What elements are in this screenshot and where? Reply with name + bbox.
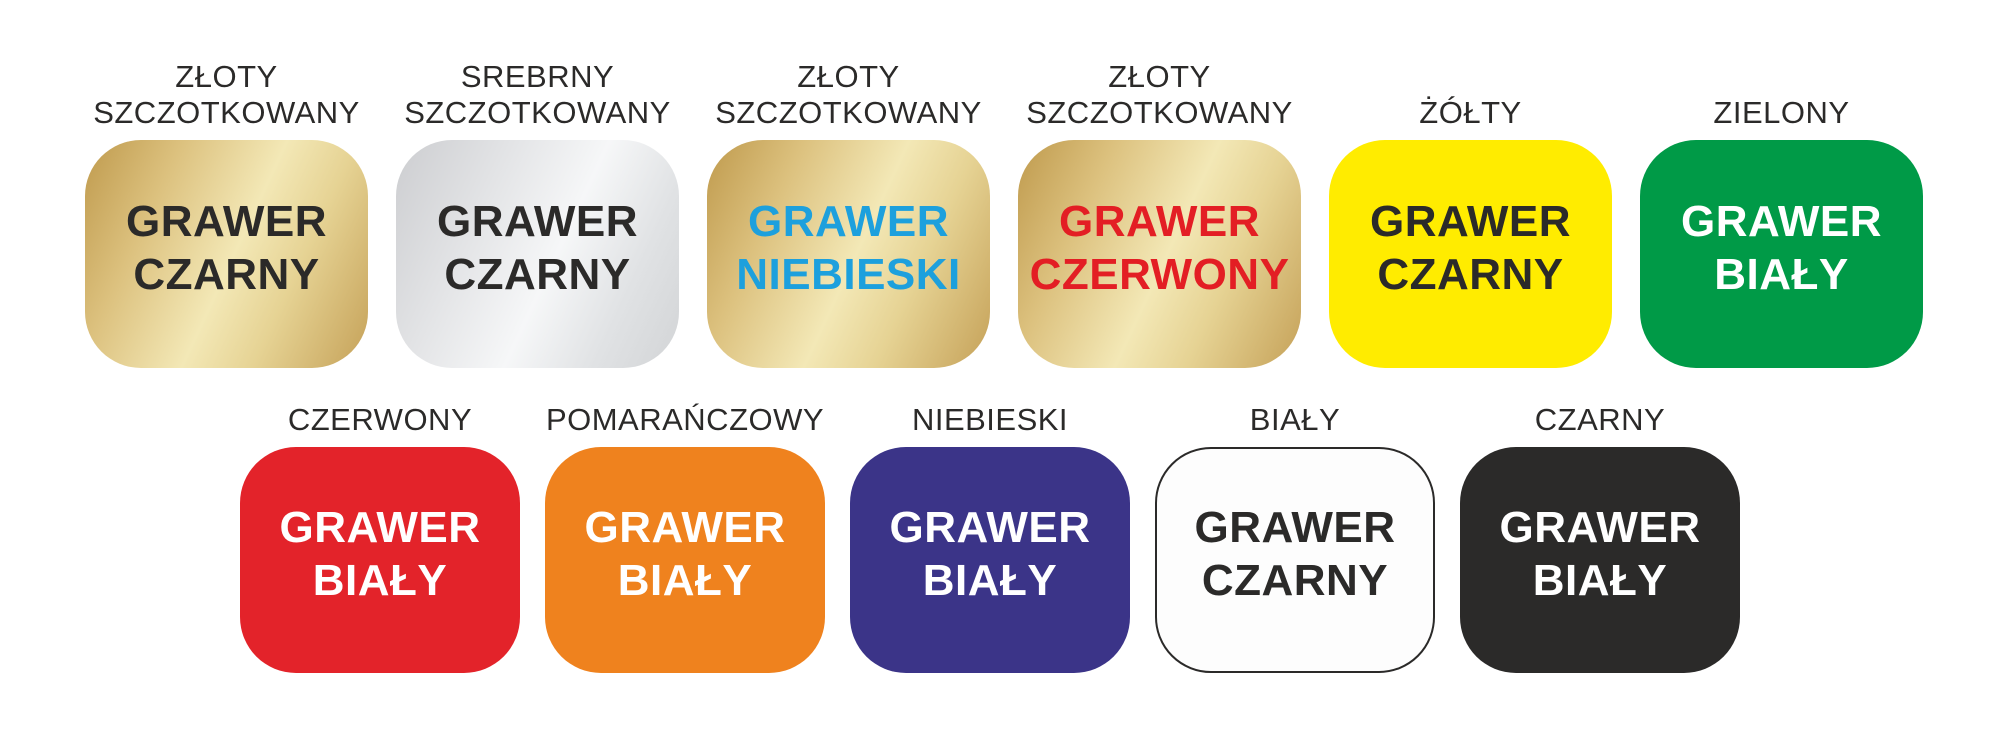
color-tile-green: GRAWER BIAŁY xyxy=(1640,140,1923,368)
color-tile-red: GRAWER BIAŁY xyxy=(240,447,520,673)
swatch-gold-brushed-red: ZŁOTY SZCZOTKOWANY GRAWER CZERWONY xyxy=(1018,40,1301,368)
engraving-text: GRAWER NIEBIESKI xyxy=(736,197,961,299)
swatch-label: SREBRNY SZCZOTKOWANY xyxy=(404,59,671,130)
swatch-green: ZIELONY GRAWER BIAŁY xyxy=(1640,40,1923,368)
engraving-text: GRAWER BIAŁY xyxy=(1499,503,1701,605)
engraving-text: GRAWER BIAŁY xyxy=(889,503,1091,605)
color-tile-black: GRAWER BIAŁY xyxy=(1460,447,1740,673)
swatch-silver-brushed-black: SREBRNY SZCZOTKOWANY GRAWER CZARNY xyxy=(396,40,679,368)
swatch-blue: NIEBIESKI GRAWER BIAŁY xyxy=(850,347,1130,673)
swatch-gold-brushed-black: ZŁOTY SZCZOTKOWANY GRAWER CZARNY xyxy=(85,40,368,368)
color-tile-white: GRAWER CZARNY xyxy=(1155,447,1435,673)
swatch-gold-brushed-blue: ZŁOTY SZCZOTKOWANY GRAWER NIEBIESKI xyxy=(707,40,990,368)
swatch-label: ZŁOTY SZCZOTKOWANY xyxy=(93,59,360,130)
engraving-text: GRAWER BIAŁY xyxy=(584,503,786,605)
swatch-label: CZERWONY xyxy=(287,402,473,437)
engraving-text: GRAWER CZARNY xyxy=(1370,197,1571,299)
swatch-label: BIAŁY xyxy=(1249,402,1341,437)
engraving-text: GRAWER CZARNY xyxy=(437,197,638,299)
swatch-label: ZŁOTY SZCZOTKOWANY xyxy=(1026,59,1293,130)
swatch-label: NIEBIESKI xyxy=(911,402,1069,437)
engraving-text: GRAWER CZERWONY xyxy=(1029,197,1290,299)
swatch-label: ŻÓŁTY xyxy=(1419,95,1522,130)
swatch-black: CZARNY GRAWER BIAŁY xyxy=(1460,347,1740,673)
swatch-red: CZERWONY GRAWER BIAŁY xyxy=(240,347,520,673)
swatch-orange: POMARAŃCZOWY GRAWER BIAŁY xyxy=(545,347,825,673)
color-tile-blue: GRAWER BIAŁY xyxy=(850,447,1130,673)
swatch-label: POMARAŃCZOWY xyxy=(545,402,825,437)
color-tile-yellow: GRAWER CZARNY xyxy=(1329,140,1612,368)
swatch-yellow: ŻÓŁTY GRAWER CZARNY xyxy=(1329,40,1612,368)
color-tile-silver-brushed: GRAWER CZARNY xyxy=(396,140,679,368)
engraving-text: GRAWER BIAŁY xyxy=(1681,197,1882,299)
color-tile-gold-brushed: GRAWER CZERWONY xyxy=(1018,140,1301,368)
engraving-text: GRAWER CZARNY xyxy=(126,197,327,299)
swatch-label: CZARNY xyxy=(1534,402,1666,437)
swatch-label: ZŁOTY SZCZOTKOWANY xyxy=(715,59,982,130)
swatch-label: ZIELONY xyxy=(1713,95,1850,130)
color-tile-orange: GRAWER BIAŁY xyxy=(545,447,825,673)
engraving-text: GRAWER CZARNY xyxy=(1194,503,1396,605)
swatch-white: BIAŁY GRAWER CZARNY xyxy=(1155,347,1435,673)
color-tile-gold-brushed: GRAWER NIEBIESKI xyxy=(707,140,990,368)
engraving-text: GRAWER BIAŁY xyxy=(279,503,481,605)
color-tile-gold-brushed: GRAWER CZARNY xyxy=(85,140,368,368)
